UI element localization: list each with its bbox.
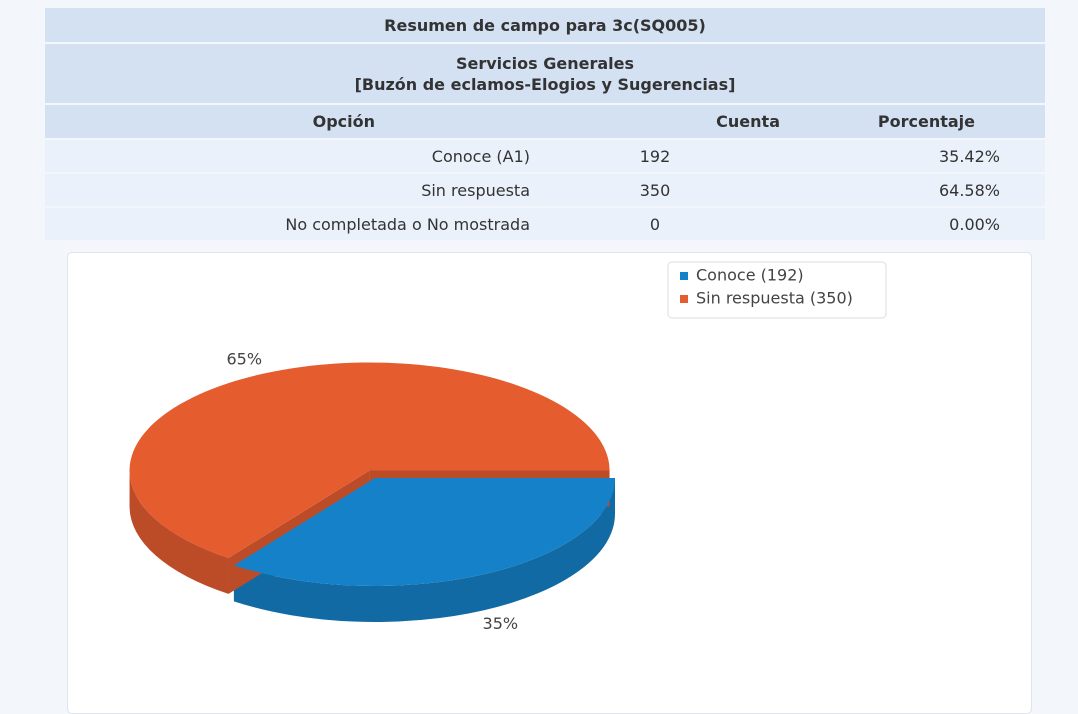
cell: 192 xyxy=(639,146,671,166)
subtitle-line: [Buzón de eclamos-Elogios y Sugerencias] xyxy=(354,74,736,94)
data-row: Sin respuesta 350 64.58% xyxy=(45,174,1045,206)
cell: 0.00% xyxy=(949,214,1000,234)
subtitle-line: Servicios Generales xyxy=(455,53,634,73)
header-cell: Porcentaje xyxy=(877,112,975,131)
legend-swatch xyxy=(680,272,688,280)
table-body: Conoce (A1) 192 35.42% Sin respuesta 350 64.5… xyxy=(45,140,1045,240)
slice-side xyxy=(129,470,229,594)
header-row: Opción Cuenta Porcentaje xyxy=(45,105,1045,138)
cell: 0 xyxy=(649,214,661,234)
header-cell: Cuenta xyxy=(716,112,780,131)
data-label: 65% xyxy=(226,349,262,368)
page: {"table": { "title": "Resumen de campo p… xyxy=(45,8,1045,714)
data-label: 35% xyxy=(483,614,519,633)
legend-label: Sin respuesta (350) xyxy=(696,289,853,308)
cell: 350 xyxy=(639,180,671,200)
legend-box xyxy=(667,261,887,319)
summary-table: Resumen de campo para 3c(SQ005) Servicio… xyxy=(45,8,1045,242)
pie-slice xyxy=(129,362,610,558)
legend-label: Conoce (192) xyxy=(696,266,804,285)
cell: 64.58% xyxy=(938,180,1000,200)
table-subtitle: Servicios Generales [Buzón de eclamos-El… xyxy=(45,44,1045,103)
cell: 35.42% xyxy=(938,146,1000,166)
cell: Conoce (A1) xyxy=(431,146,530,166)
data-row: Conoce (A1) 192 35.42% xyxy=(45,140,1045,172)
cell: Sin respuesta xyxy=(421,180,530,200)
slice-side xyxy=(233,478,616,623)
pie-slice xyxy=(233,478,616,586)
header-cell: Opción xyxy=(312,112,375,131)
data-row: No completada o No mostrada 0 0.00% xyxy=(45,208,1045,240)
cell: No completada o No mostrada xyxy=(285,214,530,234)
table-title: Resumen de campo para 3c(SQ005) xyxy=(45,8,1045,42)
legend-swatch xyxy=(680,295,688,303)
chart: 35% 65% Conoce (192) Sin respuesta (350) xyxy=(129,261,887,633)
